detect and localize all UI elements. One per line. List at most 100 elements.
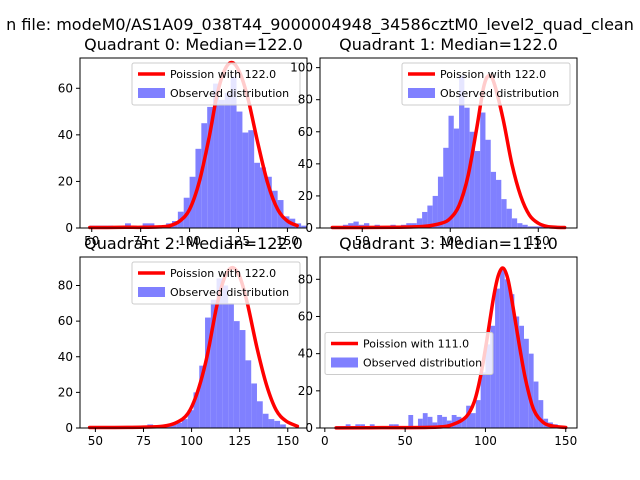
histogram-bar: [511, 218, 518, 228]
histogram-bar: [417, 418, 423, 428]
legend-hist-swatch: [408, 88, 435, 98]
axes-frame: [79, 256, 308, 429]
histogram-bar: [495, 288, 500, 428]
histogram-bar: [242, 132, 249, 228]
x-tick-label: 50: [84, 234, 99, 248]
histogram-bar: [248, 130, 255, 228]
histogram-bar: [480, 112, 486, 228]
y-tick-label: 0: [305, 421, 313, 435]
histogram-bar: [532, 226, 539, 228]
y-tick-label: 0: [305, 221, 313, 235]
poisson-fit-line: [334, 266, 568, 430]
histogram-bar: [301, 225, 307, 228]
histogram-bar: [245, 360, 252, 428]
y-tick-label: 60: [298, 125, 313, 139]
y-tick-label: 20: [58, 385, 73, 399]
histogram-bar: [469, 131, 475, 228]
y-tick-label: 80: [298, 272, 313, 286]
x-tick-label: 150: [554, 434, 577, 448]
x-tick-label: 100: [178, 234, 201, 248]
x-tick-label: 100: [474, 434, 497, 448]
axes-frame: [319, 57, 578, 229]
histogram-bar: [228, 303, 234, 428]
histogram-bar: [448, 115, 454, 228]
x-tick-label: 75: [133, 234, 148, 248]
histogram-bar: [506, 208, 512, 228]
legend-box: [401, 62, 571, 106]
histogram-bar: [254, 162, 261, 228]
legend-fit-label: Poission with 111.0: [363, 338, 469, 351]
histogram-bar: [422, 211, 428, 228]
histogram-bar: [485, 139, 491, 228]
histogram-bar: [432, 195, 438, 228]
histogram-bar: [464, 107, 470, 228]
legend-fit-label: Poission with 122.0: [170, 267, 276, 280]
histogram-bar: [519, 325, 524, 428]
histogram-bar: [230, 76, 237, 229]
histogram-bar: [509, 294, 515, 428]
quadrant-2-chart: 50 75 100 125 150 0 20 40 60 80 Quadrant 2: Median…: [58, 234, 308, 448]
histogram-bar: [193, 392, 200, 428]
histogram-bar: [280, 424, 286, 428]
histogram-bar: [442, 416, 447, 428]
y-tick-label: 60: [58, 314, 73, 328]
histogram-bar: [274, 420, 281, 428]
histogram-bar: [522, 224, 528, 228]
y-tick-label: 20: [58, 174, 73, 188]
histogram-bar: [268, 419, 275, 428]
histogram-bar: [236, 111, 243, 228]
histogram-bar: [187, 410, 194, 428]
y-tick-label: 0: [65, 421, 73, 435]
histogram-bar: [364, 223, 370, 228]
legend: Poission with 111.0 Observed distribution: [324, 332, 494, 375]
legend-hist-label: Observed distribution: [363, 357, 482, 370]
histogram-bar: [461, 418, 467, 428]
histogram-bar: [353, 221, 359, 228]
histogram-bar: [517, 223, 523, 228]
histogram-bar: [437, 176, 444, 228]
histogram-bar: [475, 400, 481, 428]
histogram-bar: [271, 190, 278, 228]
histogram-bar: [514, 316, 520, 428]
legend-box: [131, 261, 301, 305]
x-tick-label: 75: [136, 434, 151, 448]
axes-frame: [319, 256, 578, 429]
histogram-bar: [501, 199, 507, 228]
histogram-bar: [176, 422, 182, 428]
x-tick-label: 50: [397, 434, 412, 448]
histogram-bar: [538, 400, 544, 428]
y-tick-label: 20: [298, 189, 313, 203]
histogram-bar: [207, 106, 214, 228]
legend-box: [131, 62, 301, 106]
histogram-bar: [437, 414, 443, 428]
x-tick-label: 0: [321, 434, 329, 448]
y-tick-label: 40: [58, 350, 73, 364]
legend-hist-label: Observed distribution: [440, 87, 559, 100]
histogram-bar: [504, 279, 510, 428]
x-tick-label: 50: [355, 234, 370, 248]
histogram-bar: [205, 317, 211, 428]
legend-box: [324, 332, 494, 375]
histogram-bar: [422, 413, 428, 428]
legend-hist-label: Observed distribution: [170, 286, 289, 299]
histogram-bar: [427, 416, 433, 428]
histogram-bar: [490, 171, 497, 228]
x-tick-label: 125: [227, 234, 250, 248]
histogram-bar: [256, 401, 263, 428]
histogram-bar: [262, 413, 269, 428]
x-tick-label: 50: [88, 434, 103, 448]
histogram-bar: [466, 405, 471, 428]
legend-hist-swatch: [138, 287, 165, 297]
quadrant-3-chart: 0 50 100 150 0 20 40 60 80 Quadrant 3: Median=111…: [298, 234, 578, 448]
x-tick-label: 125: [228, 434, 251, 448]
y-tick-label: 100: [290, 61, 313, 75]
histogram-bar: [474, 151, 481, 228]
quadrant-title: Quadrant 2: Median=122.0: [84, 234, 303, 253]
histogram-bar: [453, 128, 460, 228]
histogram-bar: [527, 226, 533, 228]
histogram-bar: [490, 325, 496, 428]
histogram-bar: [213, 83, 219, 228]
figure-suptitle: n file: modeM0/AS1A09_038T44_9000004948_…: [6, 15, 634, 35]
histogram-bar: [427, 205, 433, 228]
